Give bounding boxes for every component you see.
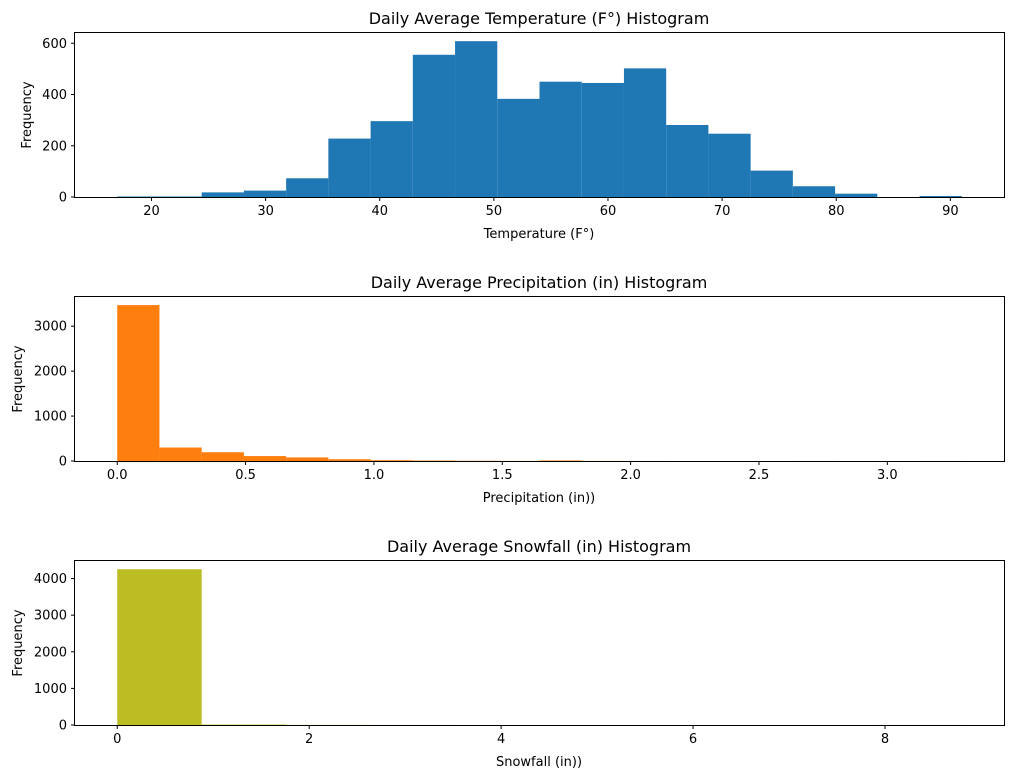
- precipitation-panel: Daily Average Precipitation (in) Histogr…: [11, 273, 1005, 506]
- temperature-chart-title: Daily Average Temperature (F°) Histogram: [369, 9, 710, 28]
- temperature-x-tick-label: 40: [371, 204, 388, 219]
- temperature-bar: [581, 82, 624, 197]
- precipitation-bar: [412, 460, 456, 462]
- snowfall-x-tick-label: 6: [689, 732, 697, 747]
- temperature-bar: [750, 170, 793, 197]
- temperature-panel: Daily Average Temperature (F°) Histogram…: [20, 9, 1005, 242]
- precipitation-axes-frame: [74, 296, 1005, 462]
- precipitation-bar: [243, 456, 287, 461]
- snowfall-x-tick-label: 8: [881, 732, 889, 747]
- temperature-x-tick-label: 90: [942, 204, 959, 219]
- temperature-bar: [328, 138, 371, 197]
- temperature-bar: [708, 133, 751, 197]
- temperature-bar: [412, 54, 456, 197]
- precipitation-y-ticks: 0 1000 2000 3000: [34, 320, 75, 470]
- precipitation-y-tick-label: 1000: [34, 410, 67, 425]
- temperature-bar: [792, 186, 836, 197]
- temperature-bar: [243, 190, 287, 197]
- temperature-x-tick-label: 20: [143, 204, 160, 219]
- precipitation-x-tick-label: 0.5: [235, 468, 256, 483]
- snowfall-y-tick-label: 2000: [34, 645, 67, 660]
- temperature-x-axis-label: Temperature (F°): [483, 227, 595, 242]
- precipitation-x-tick-label: 0.0: [107, 468, 128, 483]
- temperature-bar: [286, 178, 329, 197]
- precipitation-y-tick-label: 0: [59, 455, 67, 470]
- temperature-bar: [159, 196, 202, 197]
- temperature-bar: [117, 196, 160, 197]
- temperature-y-tick-label: 600: [42, 37, 67, 52]
- temperature-x-tick-label: 60: [600, 204, 617, 219]
- precipitation-bars: [117, 305, 962, 462]
- temperature-bar: [666, 124, 709, 197]
- temperature-axes-frame: [74, 32, 1005, 198]
- precipitation-chart-title: Daily Average Precipitation (in) Histogr…: [371, 273, 708, 292]
- precipitation-bar: [286, 457, 329, 461]
- precipitation-x-tick-label: 2.0: [620, 468, 641, 483]
- temperature-bar: [539, 81, 582, 197]
- temperature-x-tick-label: 50: [486, 204, 503, 219]
- snowfall-x-tick-label: 4: [497, 732, 505, 747]
- precipitation-bar: [328, 459, 371, 461]
- precipitation-y-axis-label: Frequency: [11, 345, 26, 412]
- precipitation-x-tick-label: 1.0: [364, 468, 385, 483]
- precipitation-bar: [370, 460, 413, 461]
- temperature-x-tick-label: 80: [828, 204, 845, 219]
- precipitation-bar: [201, 452, 244, 461]
- precipitation-x-tick-label: 3.0: [877, 468, 898, 483]
- snowfall-axes-frame: [74, 560, 1005, 726]
- temperature-y-tick-label: 200: [42, 139, 67, 154]
- precipitation-x-axis-label: Precipitation (in)): [483, 491, 595, 506]
- temperature-bar: [370, 121, 413, 197]
- precipitation-x-tick-label: 2.5: [749, 468, 770, 483]
- precipitation-x-ticks: 0.0 0.5 1.0 1.5 2.0 2.5 3.0: [107, 461, 898, 483]
- temperature-x-ticks: 20 30 40 50 60 70 80 90: [143, 197, 959, 219]
- snowfall-x-ticks: 0 2 4 6 8: [113, 725, 889, 747]
- temperature-bar: [497, 98, 540, 197]
- snowfall-x-tick-label: 2: [305, 732, 313, 747]
- snowfall-y-axis-label: Frequency: [11, 609, 26, 676]
- snowfall-bar: [117, 569, 202, 725]
- snowfall-x-tick-label: 0: [113, 732, 121, 747]
- temperature-y-axis-label: Frequency: [20, 81, 35, 148]
- temperature-y-ticks: 0 200 400 600: [42, 37, 75, 206]
- snowfall-y-tick-label: 0: [59, 719, 67, 734]
- precipitation-bar: [117, 305, 160, 461]
- precipitation-x-tick-label: 1.5: [492, 468, 513, 483]
- temperature-y-tick-label: 400: [42, 88, 67, 103]
- precipitation-bar: [159, 447, 202, 461]
- temperature-bar: [835, 193, 878, 197]
- snowfall-chart-title: Daily Average Snowfall (in) Histogram: [387, 537, 691, 556]
- snowfall-bars: [117, 569, 962, 726]
- temperature-y-tick-label: 0: [59, 191, 67, 206]
- snowfall-bar: [201, 724, 287, 726]
- temperature-x-tick-label: 30: [257, 204, 274, 219]
- snowfall-y-tick-label: 3000: [34, 609, 67, 624]
- snowfall-y-ticks: 0 1000 2000 3000 4000: [34, 572, 75, 734]
- temperature-bars: [117, 41, 962, 198]
- snowfall-panel: Daily Average Snowfall (in) Histogram 0 2…: [11, 537, 1005, 770]
- temperature-bar: [623, 68, 667, 197]
- snowfall-y-tick-label: 1000: [34, 682, 67, 697]
- precipitation-bar: [539, 460, 582, 461]
- temperature-bar: [455, 41, 498, 198]
- temperature-bar: [201, 192, 244, 197]
- precipitation-y-tick-label: 2000: [34, 365, 67, 380]
- snowfall-x-axis-label: Snowfall (in)): [496, 755, 582, 770]
- temperature-bar: [919, 195, 962, 197]
- precipitation-y-tick-label: 3000: [34, 320, 67, 335]
- temperature-x-tick-label: 70: [714, 204, 731, 219]
- snowfall-y-tick-label: 4000: [34, 572, 67, 587]
